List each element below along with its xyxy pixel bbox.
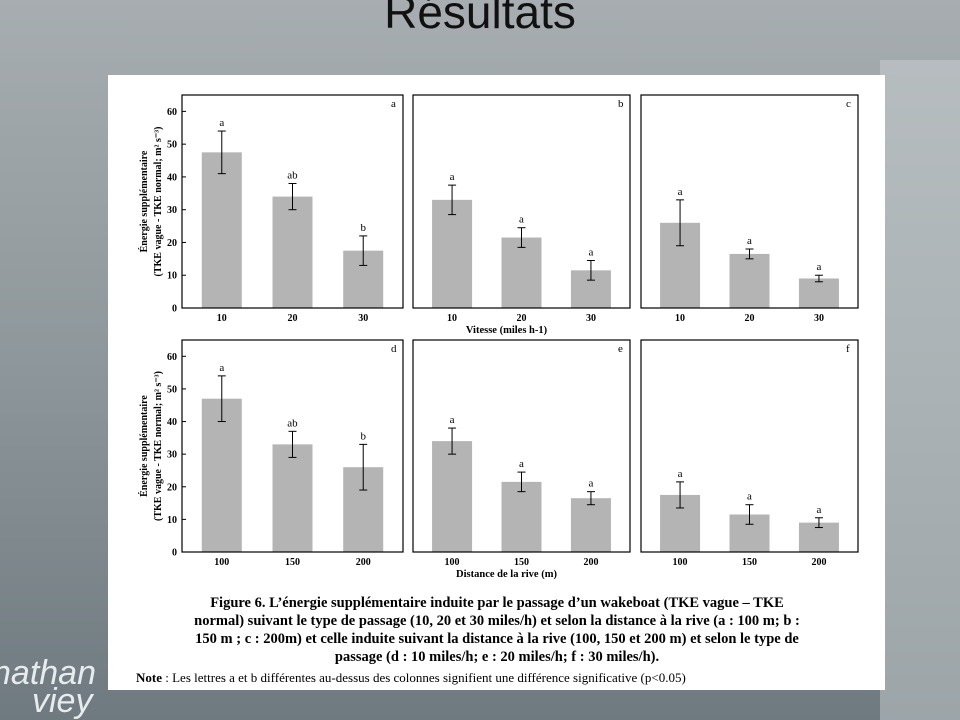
caption-line: passage (d : 10 miles/h; e : 20 miles/h;… — [335, 649, 659, 665]
x-tick-label: 20 — [745, 313, 755, 324]
axes-frame — [412, 339, 631, 553]
axes-frame — [640, 339, 859, 553]
bar — [201, 398, 242, 552]
note-text: : Les lettres a et b différentes au-dess… — [162, 670, 686, 685]
y-tick-label: 10 — [167, 271, 177, 282]
x-tick-label: 150 — [742, 557, 757, 568]
bar — [201, 152, 242, 308]
x-tick-label: 20 — [517, 313, 527, 324]
x-tick-label: 100 — [445, 557, 460, 568]
significance-letter: a — [816, 504, 821, 516]
watermark: viey — [32, 682, 94, 720]
significance-letter: b — [360, 222, 366, 234]
watermark: nathan — [0, 654, 96, 692]
bar — [798, 278, 839, 308]
panel-label: c — [846, 98, 851, 110]
panel-label: b — [618, 98, 624, 110]
x-tick-label: 100 — [673, 557, 688, 568]
note: Note : Les lettres a et b différentes au… — [136, 670, 686, 685]
x-tick-label: 10 — [217, 313, 227, 324]
axes-frame — [181, 94, 404, 309]
y-tick-label: 60 — [167, 107, 177, 118]
y-tick-label: 20 — [167, 238, 177, 249]
bar — [272, 444, 313, 552]
y-axis-label: Énergie supplémentaire — [138, 150, 150, 252]
y-tick-label: 40 — [167, 172, 177, 183]
y-tick-label: 50 — [167, 384, 177, 395]
significance-letter: a — [519, 214, 524, 226]
y-tick-label: 0 — [172, 304, 177, 315]
axes-frame — [181, 339, 404, 553]
panel-label: d — [391, 343, 397, 355]
significance-letter: a — [450, 171, 455, 183]
y-axis-label: (TKE vague - TKE normal; m² s⁻³) — [153, 371, 164, 521]
significance-letter: a — [588, 246, 593, 258]
x-tick-label: 10 — [675, 313, 685, 324]
x-tick-label: 150 — [285, 557, 300, 568]
note-label: Note — [136, 670, 162, 685]
significance-letter: a — [747, 235, 752, 247]
caption-line: 150 m ; c : 200m) et celle induite suiva… — [195, 631, 799, 647]
bar — [501, 237, 542, 308]
x-tick-label: 10 — [447, 313, 457, 324]
significance-letter: a — [747, 491, 752, 503]
panel-label: e — [618, 343, 623, 355]
y-tick-label: 10 — [167, 515, 177, 526]
x-tick-label: 100 — [214, 557, 229, 568]
x-tick-label: 30 — [586, 313, 596, 324]
x-tick-label: 30 — [358, 313, 368, 324]
bar — [432, 199, 473, 308]
bar — [570, 498, 611, 552]
significance-letter: b — [360, 430, 366, 442]
bar — [729, 253, 770, 308]
panel-label: f — [846, 343, 850, 355]
significance-letter: a — [678, 468, 683, 480]
x-tick-label: 30 — [814, 313, 824, 324]
y-axis-label: Énergie supplémentaire — [138, 395, 150, 497]
y-tick-label: 20 — [167, 482, 177, 493]
y-tick-label: 30 — [167, 450, 177, 461]
y-tick-label: 50 — [167, 140, 177, 151]
x-tick-label: 150 — [514, 557, 529, 568]
significance-letter: ab — [287, 169, 298, 181]
x-tick-label: 200 — [356, 557, 371, 568]
x-tick-label: 200 — [583, 557, 598, 568]
caption-line: normal) suivant le type de passage (10, … — [194, 613, 800, 629]
background-spray — [880, 60, 960, 720]
y-axis-label: (TKE vague - TKE normal; m² s⁻³) — [153, 127, 164, 277]
significance-letter: a — [816, 261, 821, 273]
panel-label: a — [391, 98, 396, 110]
bar — [272, 196, 313, 308]
significance-letter: a — [588, 478, 593, 490]
y-tick-label: 0 — [172, 548, 177, 559]
x-tick-label: 20 — [288, 313, 298, 324]
x-axis-label: Distance de la rive (m) — [456, 569, 557, 580]
y-tick-label: 30 — [167, 205, 177, 216]
significance-letter: a — [519, 458, 524, 470]
bar — [501, 481, 542, 552]
y-tick-label: 60 — [167, 352, 177, 363]
significance-letter: a — [219, 362, 224, 374]
y-tick-label: 40 — [167, 417, 177, 428]
caption-line: Figure 6. L’énergie supplémentaire indui… — [210, 595, 784, 611]
significance-letter: a — [678, 186, 683, 198]
x-tick-label: 200 — [811, 557, 826, 568]
axes-frame — [640, 94, 859, 309]
bar — [432, 441, 473, 552]
x-axis-label: Vitesse (miles h-1) — [466, 325, 548, 336]
axes-frame — [412, 94, 631, 309]
significance-letter: a — [450, 414, 455, 426]
significance-letter: a — [219, 117, 224, 129]
significance-letter: ab — [287, 417, 298, 429]
slide-title: Résultats — [384, 0, 576, 38]
